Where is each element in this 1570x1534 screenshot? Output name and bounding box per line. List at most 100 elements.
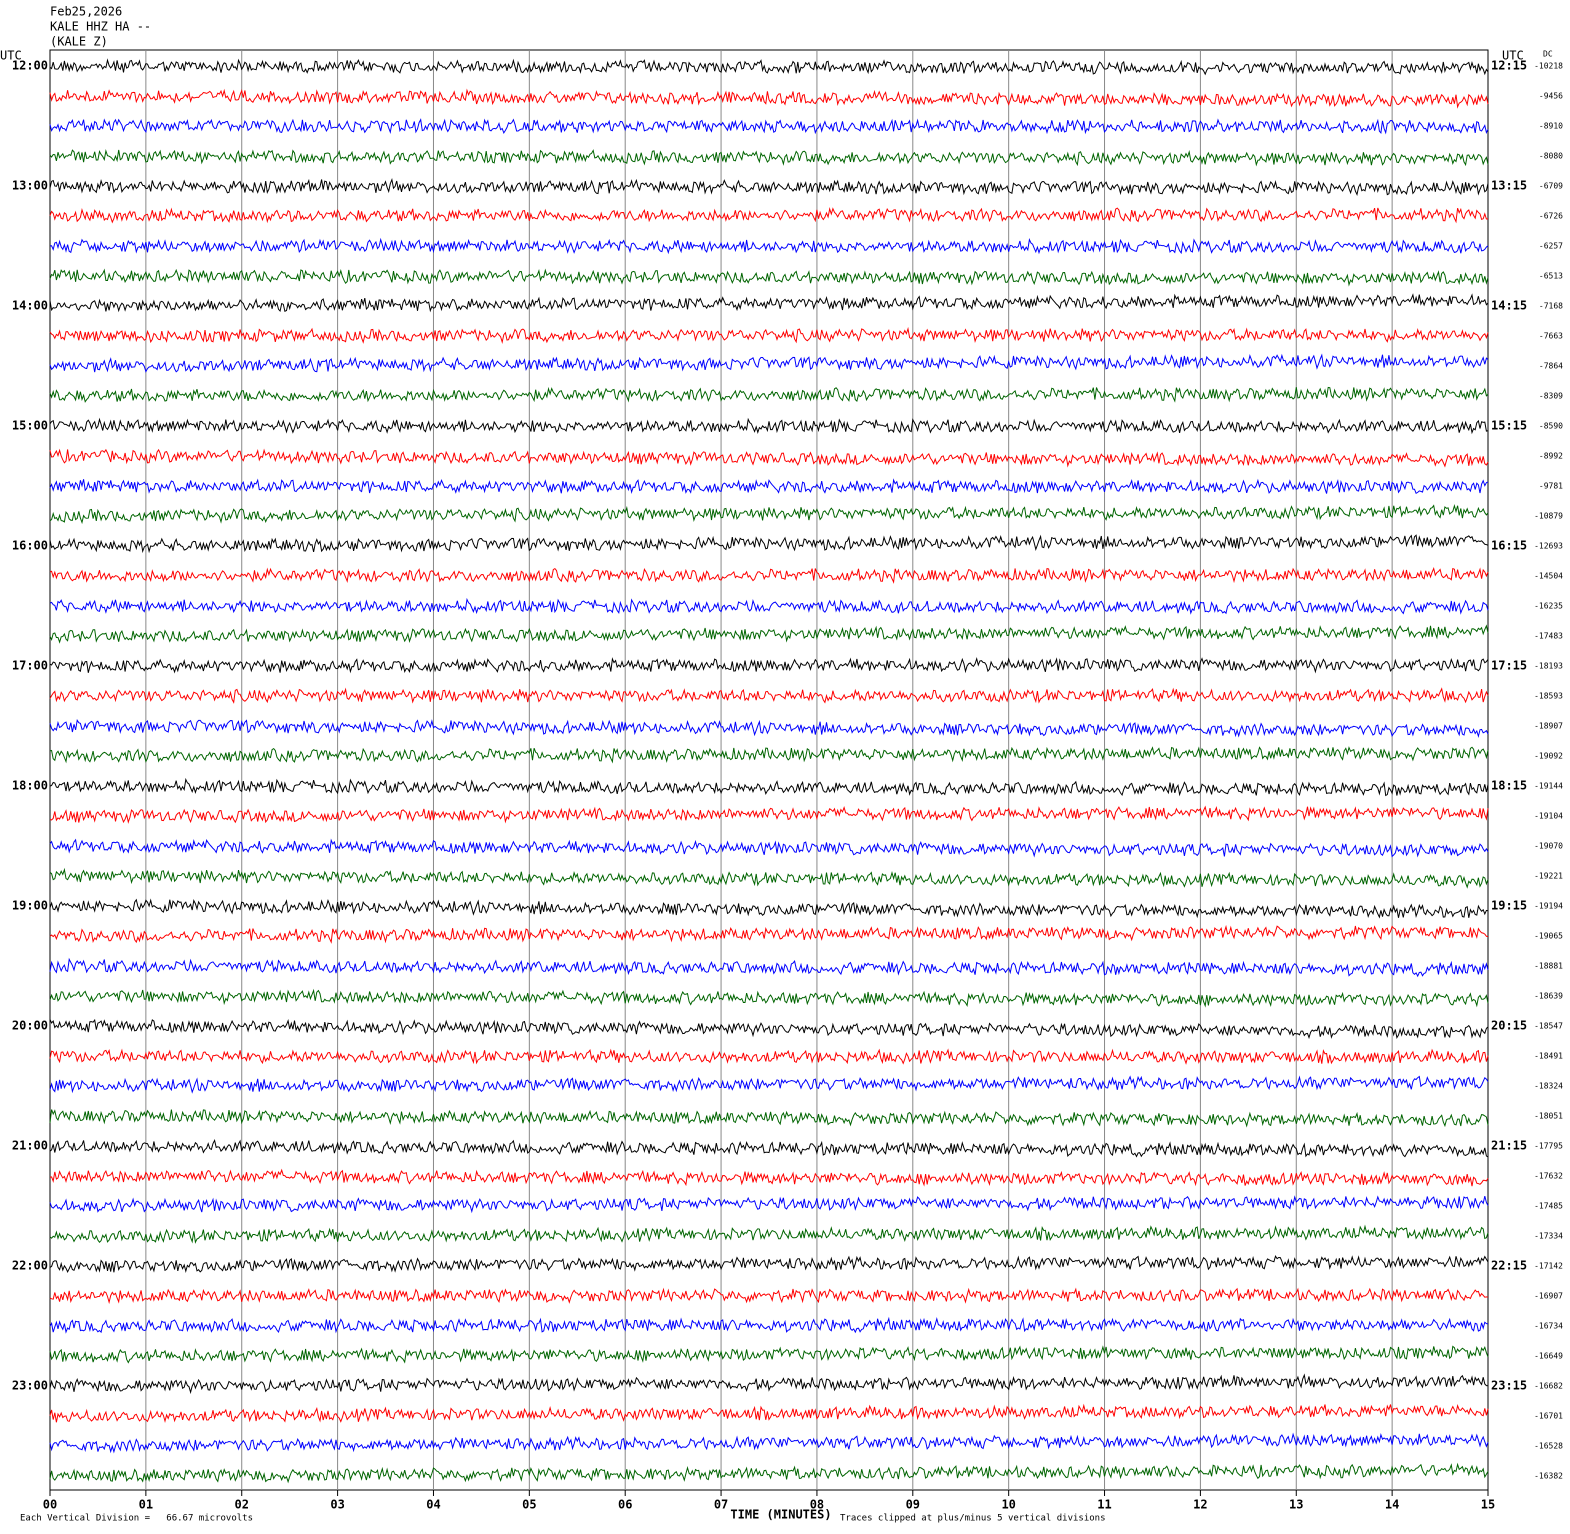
trace [49, 1255, 1489, 1274]
trace [49, 924, 1489, 944]
x-tick-label: 06 [618, 1498, 632, 1512]
left-time-label: 16:00 [12, 539, 48, 553]
trace [49, 838, 1489, 858]
right-time-label: 17:15 [1491, 659, 1527, 673]
left-time-label: 17:00 [12, 659, 48, 673]
trace [49, 777, 1489, 797]
dc-value: -12693 [1534, 542, 1563, 551]
x-tick-label: 04 [426, 1498, 440, 1512]
x-tick-label: 07 [714, 1498, 728, 1512]
dc-value: -19065 [1534, 932, 1563, 941]
channel: (KALE Z) [50, 35, 108, 49]
dc-value: -16382 [1534, 1472, 1563, 1481]
dc-value: -6257 [1539, 242, 1563, 251]
trace [49, 1373, 1489, 1395]
left-time-label: 14:00 [12, 299, 48, 313]
right-time-label: 19:15 [1491, 899, 1527, 913]
dc-value: -17485 [1534, 1202, 1563, 1211]
dc-value: -17795 [1534, 1142, 1563, 1151]
x-axis-title: TIME (MINUTES) [730, 1508, 831, 1522]
dc-title: DC [1543, 50, 1553, 59]
dc-value: -18324 [1534, 1082, 1563, 1091]
dc-value: -6513 [1539, 272, 1563, 281]
x-tick-label: 13 [1289, 1498, 1303, 1512]
right-time-label: 23:15 [1491, 1379, 1527, 1393]
trace [49, 1018, 1489, 1040]
x-tick-label: 14 [1385, 1498, 1399, 1512]
dc-value: -16734 [1534, 1322, 1563, 1331]
left-time-label: 18:00 [12, 779, 48, 793]
trace [49, 867, 1489, 889]
trace [49, 805, 1489, 824]
trace [49, 478, 1489, 495]
dc-value: -18907 [1534, 722, 1563, 731]
trace [49, 1048, 1489, 1065]
trace [49, 1168, 1489, 1187]
right-time-label: 21:15 [1491, 1139, 1527, 1153]
trace [49, 88, 1489, 109]
trace [49, 567, 1489, 584]
x-tick-label: 00 [43, 1498, 57, 1512]
dc-value: -16235 [1534, 602, 1563, 611]
trace [49, 1287, 1489, 1305]
trace [49, 149, 1489, 167]
left-time-label: 23:00 [12, 1379, 48, 1393]
dc-value: -6709 [1539, 182, 1563, 191]
trace [49, 1224, 1489, 1244]
trace [49, 386, 1489, 403]
dc-value: -18193 [1534, 662, 1563, 671]
left-time-label: 20:00 [12, 1019, 48, 1033]
x-tick-label: 08 [810, 1498, 824, 1512]
dc-value: -8992 [1539, 452, 1563, 461]
right-time-label: 12:15 [1491, 59, 1527, 73]
x-tick-label: 12 [1193, 1498, 1207, 1512]
trace [49, 1109, 1489, 1128]
dc-value: -17632 [1534, 1172, 1563, 1181]
left-utc: UTC [0, 49, 22, 63]
date: Feb25,2026 [50, 5, 122, 19]
right-time-label: 15:15 [1491, 419, 1527, 433]
plot-frame [49, 49, 1489, 1491]
dc-value: -16907 [1534, 1292, 1563, 1301]
dc-value: -14504 [1534, 572, 1563, 581]
dc-value: -17483 [1534, 632, 1563, 641]
dc-value: -16701 [1534, 1412, 1563, 1421]
right-time-label: 18:15 [1491, 779, 1527, 793]
trace [49, 656, 1489, 674]
trace [49, 624, 1489, 644]
trace [49, 597, 1489, 615]
right-time-label: 20:15 [1491, 1019, 1527, 1033]
dc-value: -18051 [1534, 1112, 1563, 1121]
trace [49, 1462, 1489, 1484]
trace [49, 687, 1489, 704]
dc-value: -16682 [1534, 1382, 1563, 1391]
trace [49, 237, 1489, 255]
right-time-label: 14:15 [1491, 299, 1527, 313]
x-tick-label: 15 [1481, 1498, 1495, 1512]
trace [49, 1195, 1489, 1214]
trace [49, 1403, 1489, 1424]
left-time-label: 19:00 [12, 899, 48, 913]
x-tick-label: 10 [1001, 1498, 1015, 1512]
dc-value: -8080 [1539, 152, 1563, 161]
dc-value: -6726 [1539, 212, 1563, 221]
trace [49, 746, 1489, 764]
trace [49, 448, 1489, 468]
right-time-label: 13:15 [1491, 179, 1527, 193]
dc-value: -9456 [1539, 92, 1563, 101]
dc-value: -18639 [1534, 992, 1563, 1001]
x-tick-label: 05 [522, 1498, 536, 1512]
dc-value: -19092 [1534, 752, 1563, 761]
dc-value: -19070 [1534, 842, 1563, 851]
dc-value: -19104 [1534, 812, 1563, 821]
dc-value: -8910 [1539, 122, 1563, 131]
right-time-label: 22:15 [1491, 1259, 1527, 1273]
dc-value: -10218 [1534, 62, 1563, 71]
scale-note: Each Vertical Division = 66.67 microvolt… [20, 1514, 253, 1524]
trace [49, 898, 1489, 919]
dc-value: -18593 [1534, 692, 1563, 701]
trace [49, 207, 1489, 224]
dc-value: -7168 [1539, 302, 1563, 311]
x-tick-label: 01 [139, 1498, 153, 1512]
